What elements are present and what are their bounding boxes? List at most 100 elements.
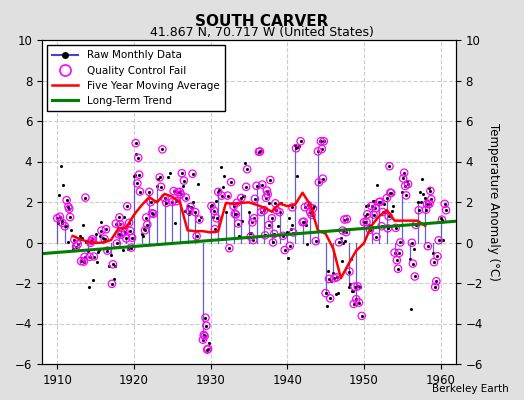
Point: [337, 257, 346, 264]
Point: [309, 205, 317, 212]
Point: [199, 336, 207, 343]
Point: [264, 191, 272, 198]
Point: [154, 176, 162, 182]
Point: [246, 229, 254, 236]
Point: [257, 209, 265, 215]
Point: [257, 209, 265, 215]
Point: [402, 192, 410, 199]
Point: [124, 246, 133, 252]
Point: [118, 224, 126, 231]
Point: [232, 211, 240, 218]
Point: [432, 278, 441, 284]
Point: [427, 196, 435, 202]
Point: [59, 182, 68, 188]
Point: [271, 200, 279, 206]
Point: [423, 243, 432, 249]
Point: [286, 243, 294, 249]
Point: [343, 216, 351, 222]
Text: SOUTH CARVER: SOUTH CARVER: [195, 14, 329, 29]
Point: [270, 231, 278, 237]
Point: [378, 209, 387, 215]
Point: [204, 346, 212, 352]
Point: [310, 202, 319, 209]
Point: [246, 234, 255, 240]
Point: [263, 187, 271, 194]
Point: [157, 184, 165, 190]
Point: [333, 274, 341, 280]
Point: [314, 148, 322, 154]
Point: [245, 209, 253, 215]
Point: [152, 182, 161, 189]
Point: [64, 204, 72, 210]
Point: [201, 314, 210, 321]
Point: [321, 290, 330, 296]
Point: [339, 227, 347, 234]
Point: [61, 223, 69, 230]
Point: [409, 260, 417, 267]
Point: [65, 206, 73, 212]
Point: [211, 226, 219, 232]
Point: [426, 188, 434, 194]
Point: [294, 144, 302, 150]
Point: [352, 296, 361, 302]
Point: [442, 207, 450, 214]
Point: [339, 227, 347, 234]
Point: [142, 214, 150, 221]
Point: [188, 170, 196, 177]
Point: [125, 220, 134, 226]
Point: [61, 223, 69, 230]
Point: [94, 247, 103, 254]
Point: [425, 201, 434, 207]
Point: [357, 313, 366, 319]
Point: [241, 159, 249, 166]
Point: [210, 208, 218, 214]
Point: [258, 181, 267, 188]
Point: [243, 166, 252, 172]
Point: [182, 194, 190, 201]
Point: [135, 172, 143, 178]
Point: [132, 140, 140, 146]
Point: [423, 201, 431, 207]
Point: [373, 182, 381, 188]
Point: [67, 226, 75, 233]
Point: [85, 254, 94, 260]
Point: [119, 214, 128, 220]
Point: [220, 172, 228, 179]
Point: [96, 218, 105, 225]
Point: [438, 216, 446, 223]
Point: [232, 211, 240, 218]
Point: [442, 207, 450, 214]
Point: [404, 181, 412, 187]
Point: [289, 229, 298, 236]
Point: [247, 230, 256, 236]
Point: [319, 176, 327, 182]
Point: [227, 179, 235, 185]
Point: [318, 146, 326, 152]
Point: [350, 301, 358, 307]
Point: [180, 178, 188, 184]
Point: [306, 209, 314, 215]
Point: [227, 179, 235, 185]
Point: [192, 233, 201, 239]
Point: [172, 198, 181, 204]
Point: [316, 138, 325, 144]
Point: [207, 203, 215, 209]
Point: [57, 218, 66, 224]
Point: [297, 138, 305, 144]
Point: [87, 238, 95, 244]
Point: [344, 284, 353, 290]
Point: [429, 250, 437, 256]
Point: [92, 259, 101, 266]
Point: [439, 237, 447, 243]
Point: [238, 218, 246, 224]
Point: [286, 243, 294, 249]
Point: [432, 278, 441, 284]
Point: [225, 245, 234, 252]
Point: [107, 252, 115, 258]
Point: [407, 306, 415, 312]
Point: [230, 203, 238, 209]
Point: [288, 204, 297, 210]
Point: [164, 174, 172, 180]
Point: [433, 253, 442, 260]
Point: [359, 219, 368, 226]
